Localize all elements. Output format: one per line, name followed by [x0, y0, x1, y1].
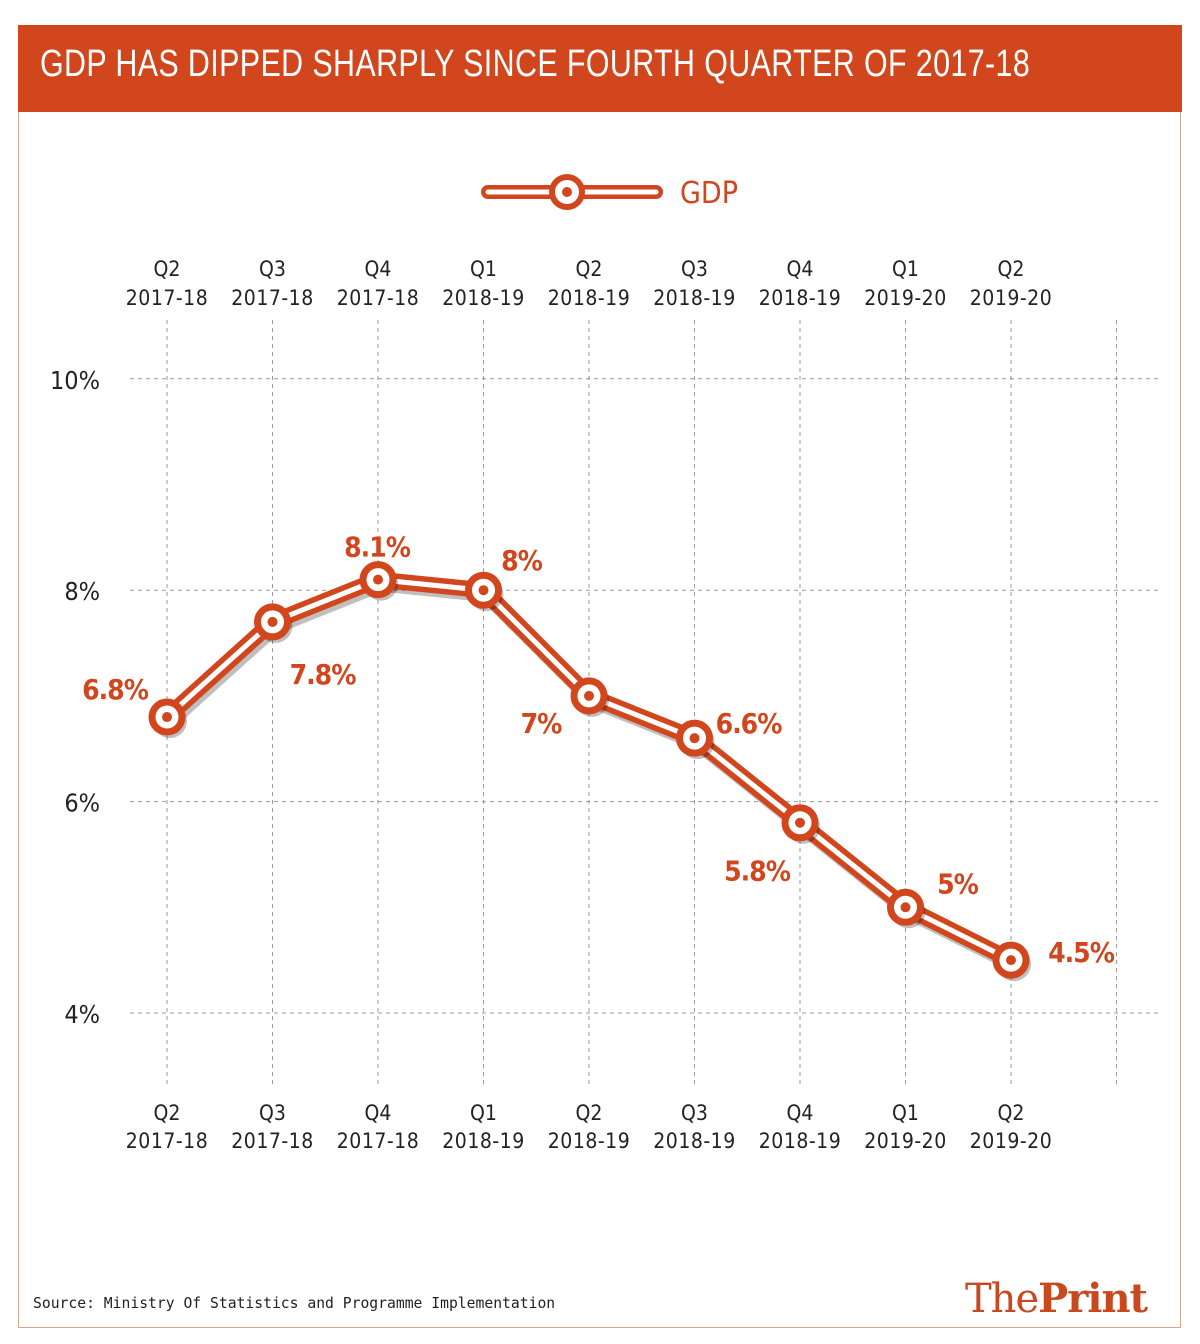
x-label-top-year: 2017-18	[231, 286, 313, 310]
x-label-bottom-quarter: Q1	[470, 1101, 497, 1125]
x-label-bottom-quarter: Q2	[998, 1101, 1025, 1125]
x-label-bottom-year: 2017-18	[231, 1129, 313, 1153]
chart-title: GDP HAS DIPPED SHARPLY SINCE FOURTH QUAR…	[40, 43, 1031, 85]
x-label-top-quarter: Q3	[681, 257, 708, 281]
data-label: 6.8%	[82, 673, 149, 706]
x-label-bottom-quarter: Q1	[892, 1101, 919, 1125]
x-label-top-year: 2017-18	[337, 286, 419, 310]
data-point-dot	[584, 690, 594, 701]
title-bar: GDP HAS DIPPED SHARPLY SINCE FOURTH QUAR…	[18, 25, 1182, 112]
legend-marker-dot	[562, 187, 572, 197]
x-label-bottom-year: 2018-19	[759, 1129, 841, 1153]
x-label-bottom-quarter: Q3	[681, 1101, 708, 1125]
x-label-top-year: 2019-20	[864, 286, 946, 310]
x-label-top-year: 2018-19	[548, 286, 630, 310]
x-label-top-quarter: Q2	[576, 257, 603, 281]
data-label: 7%	[521, 707, 563, 740]
data-label: 5%	[937, 867, 979, 900]
x-label-top-quarter: Q2	[998, 257, 1025, 281]
x-label-top-year: 2018-19	[653, 286, 735, 310]
logo-part2: Print	[1038, 1275, 1148, 1322]
data-point-dot	[373, 574, 383, 585]
x-label-bottom-year: 2019-20	[970, 1129, 1052, 1153]
data-label: 5.8%	[724, 855, 791, 888]
x-label-bottom-quarter: Q4	[787, 1101, 814, 1125]
data-label: 6.6%	[716, 707, 783, 740]
data-point-dot	[900, 902, 911, 913]
x-label-top-year: 2017-18	[126, 286, 208, 310]
x-label-bottom-quarter: Q4	[365, 1101, 392, 1125]
theprint-logo: ThePrint	[965, 1275, 1148, 1322]
legend-label: GDP	[680, 176, 738, 211]
data-label: 8.1%	[344, 531, 411, 564]
x-label-top-year: 2019-20	[970, 286, 1052, 310]
x-label-bottom-year: 2018-19	[548, 1129, 630, 1153]
x-label-bottom-quarter: Q2	[576, 1101, 603, 1125]
x-label-bottom-year: 2018-19	[653, 1129, 735, 1153]
x-label-top-quarter: Q3	[259, 257, 286, 281]
x-label-top-quarter: Q4	[365, 257, 392, 281]
y-tick-label: 8%	[64, 577, 100, 606]
data-point-dot	[1006, 955, 1016, 966]
x-label-top-quarter: Q2	[154, 257, 181, 281]
x-label-top-year: 2018-19	[759, 286, 841, 310]
data-point-dot	[162, 712, 172, 723]
data-point-dot	[689, 733, 700, 744]
x-label-bottom-year: 2018-19	[442, 1129, 524, 1153]
x-label-bottom-year: 2019-20	[864, 1129, 946, 1153]
y-tick-label: 6%	[64, 789, 100, 818]
y-tick-label: 4%	[64, 1000, 100, 1029]
data-point-dot	[267, 616, 278, 627]
x-label-bottom-year: 2017-18	[126, 1129, 208, 1153]
source-note: Source: Ministry Of Statistics and Progr…	[33, 1294, 556, 1312]
data-point-dot	[478, 585, 489, 596]
data-label: 8%	[501, 544, 543, 577]
x-label-top-quarter: Q4	[787, 257, 814, 281]
x-label-bottom-quarter: Q3	[259, 1101, 286, 1125]
x-label-top-quarter: Q1	[892, 257, 919, 281]
data-label: 7.8%	[290, 658, 357, 691]
data-label: 4.5%	[1048, 936, 1115, 969]
x-label-bottom-quarter: Q2	[154, 1101, 181, 1125]
x-label-top-year: 2018-19	[442, 286, 524, 310]
x-label-top-quarter: Q1	[470, 257, 497, 281]
logo-part1: The	[965, 1276, 1039, 1322]
x-label-bottom-year: 2017-18	[337, 1129, 419, 1153]
data-point-dot	[795, 817, 805, 828]
y-tick-label: 10%	[50, 366, 100, 395]
